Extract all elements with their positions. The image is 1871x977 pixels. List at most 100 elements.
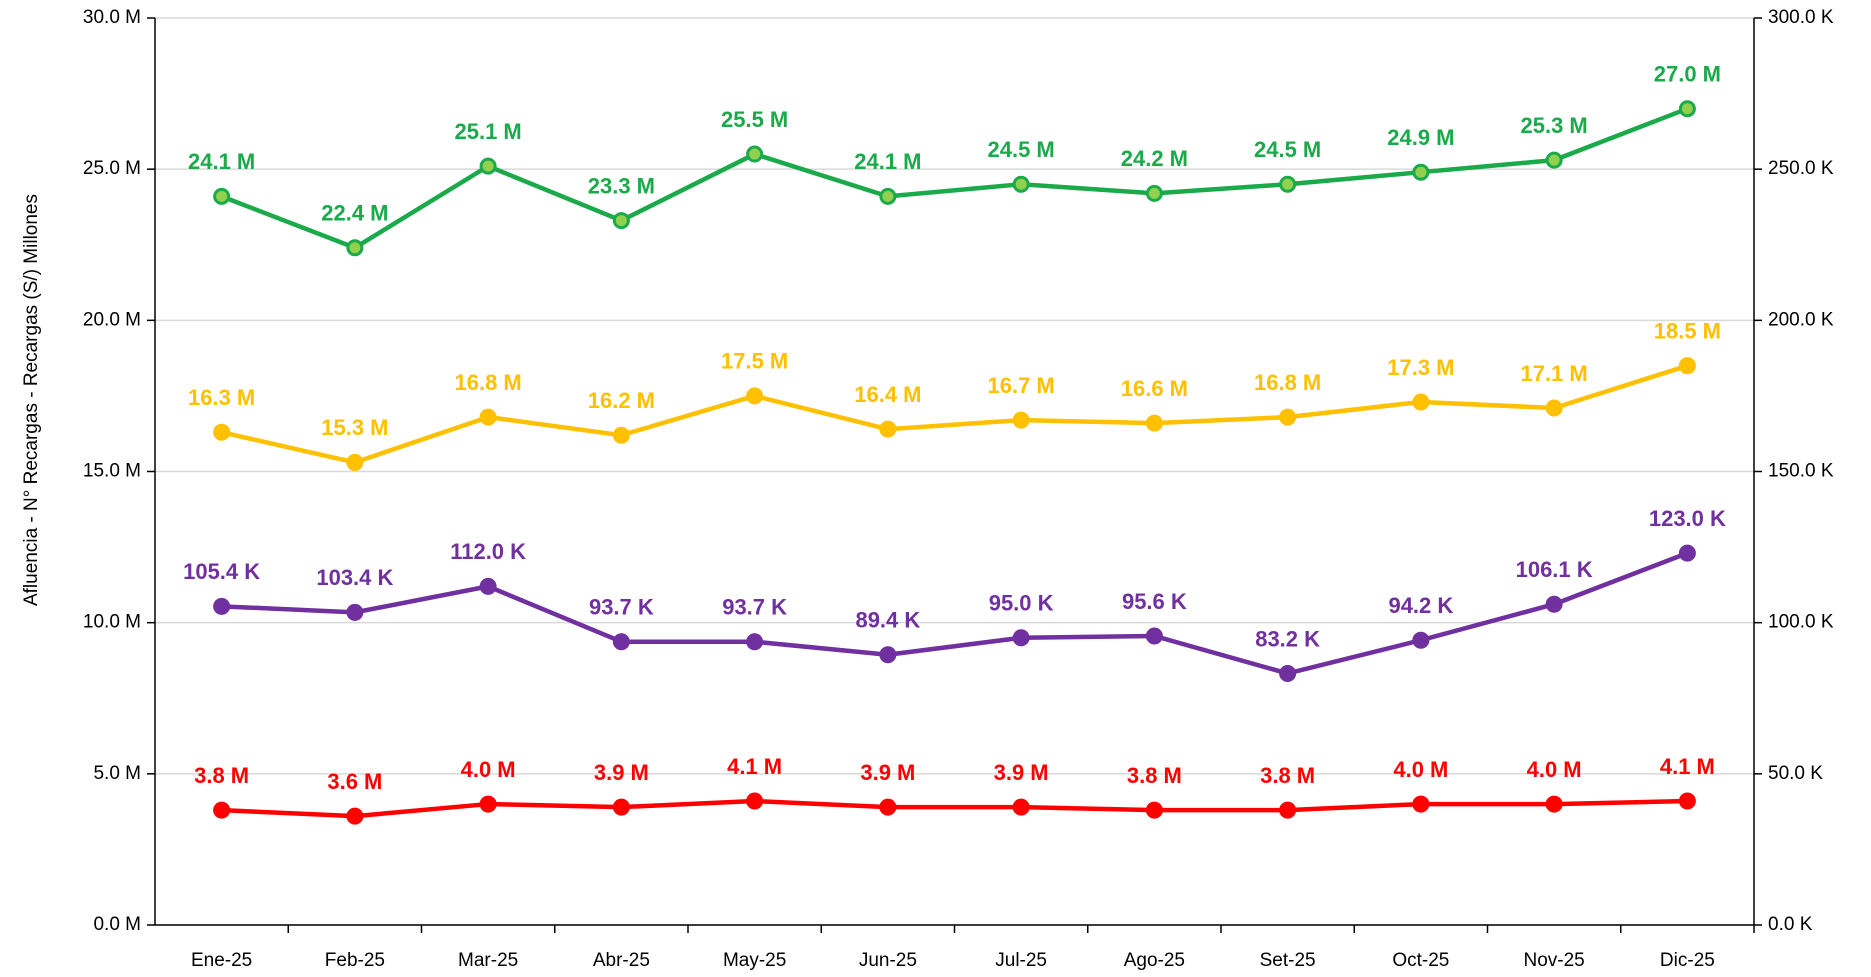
data-label: 123.0 K — [1649, 506, 1726, 531]
data-label: 24.5 M — [987, 137, 1054, 162]
x-tick-label: Feb-25 — [325, 950, 385, 971]
data-point — [479, 408, 497, 426]
data-point — [1545, 151, 1563, 169]
series-line — [221, 798, 1688, 819]
data-point — [479, 157, 497, 175]
data-label: 24.5 M — [1254, 137, 1321, 162]
data-point — [1145, 801, 1163, 819]
data-point — [612, 212, 630, 230]
y-tick-label: 30.0 M — [83, 7, 141, 28]
data-label: 4.0 M — [1393, 757, 1448, 782]
data-point — [1012, 411, 1030, 429]
data-label: 94.2 K — [1388, 593, 1453, 618]
data-label: 23.3 M — [588, 173, 655, 198]
y2-tick-label: 150.0 K — [1768, 461, 1834, 482]
data-point — [746, 792, 764, 810]
data-label: 17.1 M — [1520, 361, 1587, 386]
data-label: 24.1 M — [188, 149, 255, 174]
series-line — [221, 363, 1689, 465]
data-label: 24.9 M — [1387, 125, 1454, 150]
data-label: 3.8 M — [194, 763, 249, 788]
data-label: 16.8 M — [454, 370, 521, 395]
data-label: 4.1 M — [727, 754, 782, 779]
data-label: 16.8 M — [1254, 370, 1321, 395]
x-tick-label: Ene-25 — [191, 950, 252, 971]
data-point — [1012, 798, 1030, 816]
data-label: 24.1 M — [854, 149, 921, 174]
data-point — [612, 426, 630, 444]
data-label: 3.8 M — [1127, 763, 1182, 788]
data-label: 17.3 M — [1387, 355, 1454, 380]
data-point — [1678, 544, 1696, 562]
data-point — [1678, 792, 1696, 810]
data-point — [1412, 631, 1430, 649]
data-point — [1145, 627, 1163, 645]
y2-tick-label: 250.0 K — [1768, 158, 1834, 179]
data-point — [746, 145, 764, 163]
x-tick-label: May-25 — [723, 950, 786, 971]
data-point — [612, 633, 630, 651]
data-label: 22.4 M — [321, 201, 388, 226]
y2-tick-label: 0.0 K — [1768, 914, 1813, 935]
data-point — [746, 633, 764, 651]
y-tick-label: 10.0 M — [83, 612, 141, 633]
data-point — [879, 798, 897, 816]
data-label: 95.6 K — [1122, 589, 1187, 614]
data-point — [213, 187, 231, 205]
y-tick-label: 20.0 M — [83, 309, 141, 330]
data-point — [1545, 399, 1563, 417]
y-tick-label: 25.0 M — [83, 158, 141, 179]
data-label: 4.0 M — [461, 757, 516, 782]
data-point — [346, 807, 364, 825]
data-label: 112.0 K — [450, 539, 526, 564]
data-label: 103.4 K — [316, 565, 393, 590]
x-tick-label: Jun-25 — [859, 950, 917, 971]
data-point — [1678, 357, 1696, 375]
x-tick-label: Dic-25 — [1660, 950, 1715, 971]
y2-tick-label: 200.0 K — [1768, 309, 1834, 330]
x-tick-label: Set-25 — [1260, 950, 1316, 971]
data-label: 15.3 M — [321, 415, 388, 440]
data-point — [1412, 393, 1430, 411]
data-label: 25.3 M — [1520, 113, 1587, 138]
y-tick-label: 15.0 M — [83, 461, 141, 482]
y-axis-title: Afluencia - N° Recargas - Recargas (S/) … — [21, 194, 42, 606]
data-label: 95.0 K — [989, 591, 1054, 616]
data-point — [879, 187, 897, 205]
data-point — [213, 597, 231, 615]
data-label: 18.5 M — [1654, 318, 1721, 343]
x-tick-label: Oct-25 — [1392, 950, 1449, 971]
x-tick-label: Abr-25 — [593, 950, 650, 971]
data-point — [1012, 629, 1030, 647]
data-point — [1145, 414, 1163, 432]
y2-tick-label: 300.0 K — [1768, 7, 1834, 28]
data-point — [1412, 795, 1430, 813]
data-point — [479, 577, 497, 595]
x-tick-label: Nov-25 — [1524, 950, 1585, 971]
data-point — [1279, 664, 1297, 682]
data-point — [1545, 795, 1563, 813]
data-label: 106.1 K — [1516, 557, 1593, 582]
data-point — [213, 801, 231, 819]
data-label: 4.1 M — [1660, 754, 1715, 779]
data-point — [1279, 801, 1297, 819]
data-label: 3.8 M — [1260, 763, 1315, 788]
data-point — [879, 646, 897, 664]
data-point — [746, 387, 764, 405]
data-point — [1545, 595, 1563, 613]
data-label: 16.2 M — [588, 388, 655, 413]
series-line — [220, 106, 1689, 251]
data-label: 3.6 M — [327, 769, 382, 794]
data-point — [1145, 184, 1163, 202]
data-label: 16.4 M — [854, 382, 921, 407]
data-label: 93.7 K — [589, 595, 654, 620]
data-point — [346, 453, 364, 471]
data-label: 89.4 K — [855, 608, 920, 633]
data-point — [612, 798, 630, 816]
series-line — [221, 551, 1689, 676]
data-point — [1012, 175, 1030, 193]
data-label: 4.0 M — [1527, 757, 1582, 782]
y2-tick-label: 100.0 K — [1768, 612, 1834, 633]
data-point — [346, 239, 364, 257]
data-label: 16.6 M — [1121, 376, 1188, 401]
